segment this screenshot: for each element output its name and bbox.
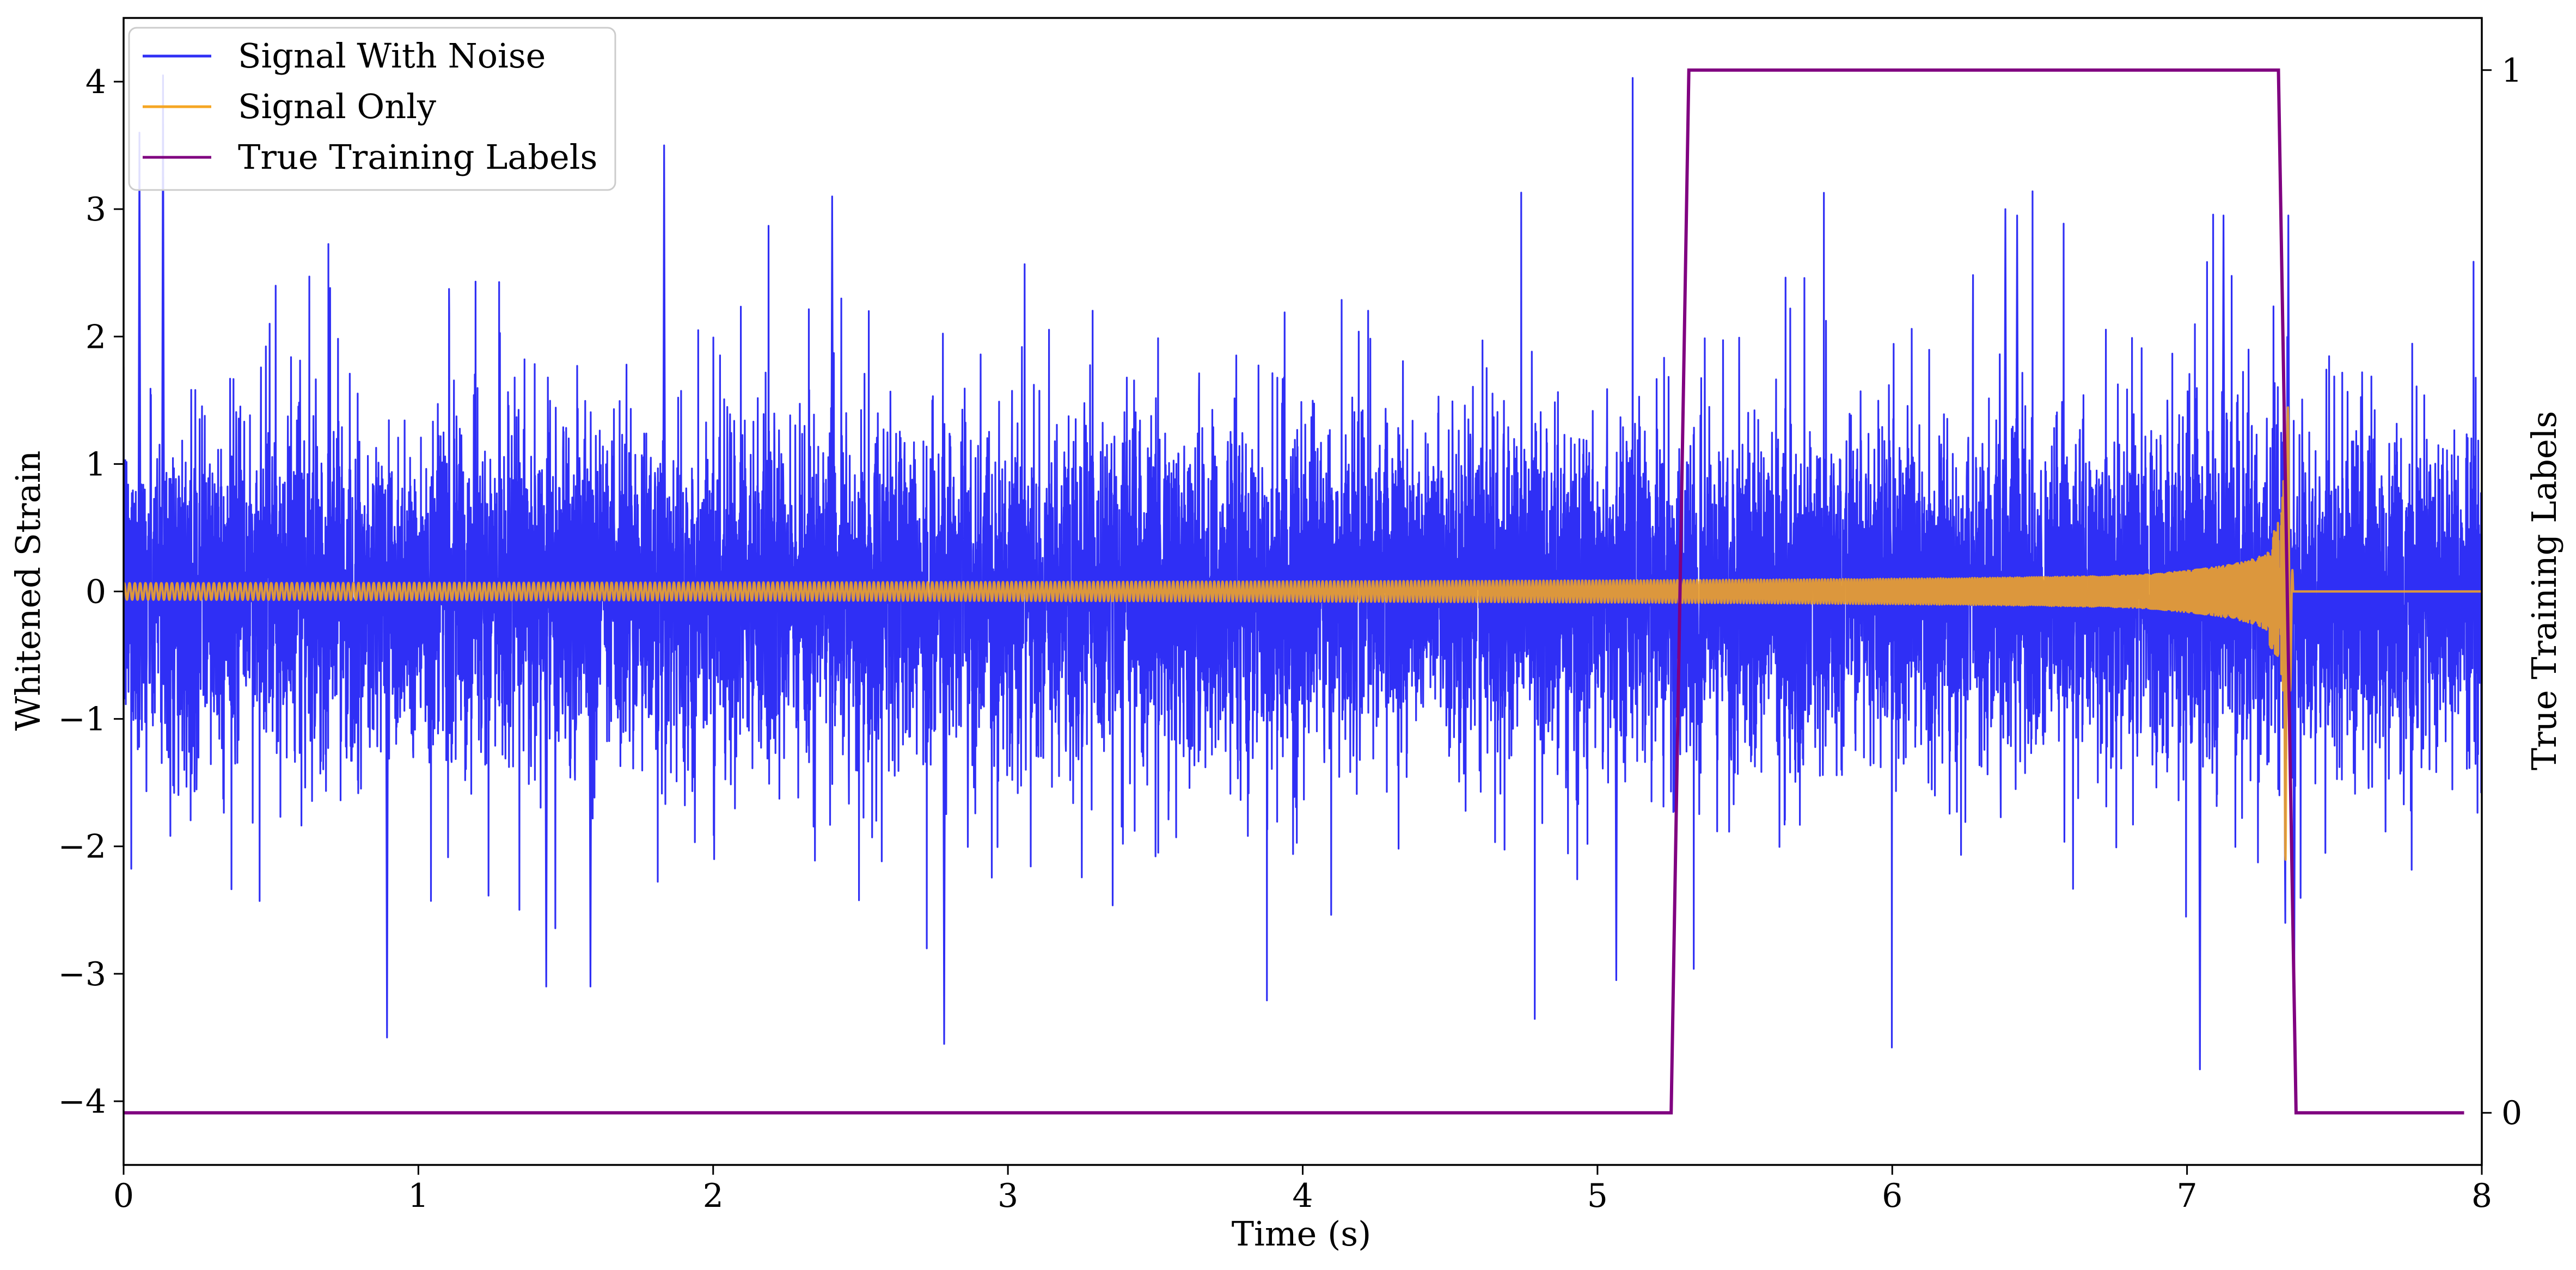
series-line-true-training-labels bbox=[124, 68, 2464, 1115]
legend: Signal With Noise Signal Only True Train… bbox=[128, 27, 616, 191]
x-tick-label: 3 bbox=[998, 1177, 1018, 1215]
x-tick-label: 8 bbox=[2471, 1177, 2492, 1215]
x-tick-label: 4 bbox=[1292, 1177, 1313, 1215]
x-axis: 0 1 2 3 4 5 6 7 8 bbox=[113, 1165, 2492, 1215]
y-tick-label: 1 bbox=[85, 445, 106, 483]
y-tick-label: 2 bbox=[85, 318, 106, 356]
y-tick-label: −4 bbox=[58, 1083, 106, 1121]
y2-tick-label: 1 bbox=[2501, 52, 2522, 90]
legend-frame bbox=[128, 27, 616, 191]
x-tick-label: 1 bbox=[408, 1177, 429, 1215]
x-tick-label: 2 bbox=[703, 1177, 724, 1215]
y-axis-left: −4 −3 −2 −1 0 1 2 3 4 bbox=[58, 63, 124, 1121]
y-tick-label: −2 bbox=[58, 828, 106, 866]
x-tick-label: 5 bbox=[1587, 1177, 1608, 1215]
x-tick-label: 0 bbox=[113, 1177, 134, 1215]
legend-label-signal-with-noise: Signal With Noise bbox=[238, 36, 546, 76]
legend-label-true-training-labels: True Training Labels bbox=[238, 137, 597, 177]
y-tick-label: −1 bbox=[58, 701, 106, 739]
y-tick-label: 0 bbox=[85, 573, 106, 611]
y2-tick-label: 0 bbox=[2501, 1094, 2522, 1132]
y2-axis-title: True Training Labels bbox=[2524, 411, 2564, 770]
y-axis-title: Whitened Strain bbox=[8, 451, 48, 731]
x-tick-label: 7 bbox=[2177, 1177, 2198, 1215]
y-tick-label: 4 bbox=[85, 63, 106, 101]
x-tick-label: 6 bbox=[1882, 1177, 1902, 1215]
legend-label-signal-only: Signal Only bbox=[238, 87, 436, 126]
y-axis-right: 01 bbox=[2482, 52, 2522, 1132]
x-axis-title: Time (s) bbox=[1232, 1214, 1372, 1254]
y-tick-label: 3 bbox=[85, 191, 106, 229]
y-tick-label: −3 bbox=[58, 955, 106, 993]
series-line-signal-only bbox=[124, 406, 2482, 861]
